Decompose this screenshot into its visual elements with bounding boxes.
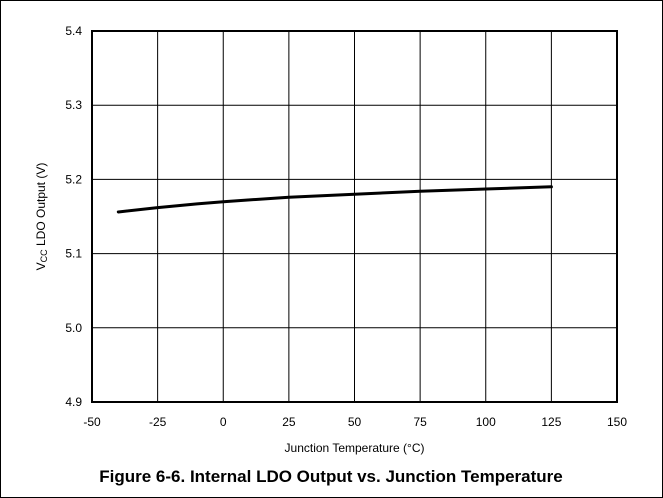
y-tick-label: 5.1 [65,247,82,261]
x-tick-label: 75 [413,415,427,429]
grid [92,31,617,402]
x-tick-label: -25 [149,415,167,429]
x-tick-label: 0 [220,415,227,429]
y-tick-label: 5.2 [65,172,82,186]
y-tick-label: 5.0 [65,321,82,335]
x-tick-label: -50 [83,415,101,429]
y-axis-title-suffix: LDO Output (V) [34,163,48,250]
x-tick-label: 100 [476,415,496,429]
x-tick-label: 125 [541,415,561,429]
series-line [116,185,553,214]
y-tick-label: 4.9 [65,395,82,409]
y-axis-title-subscript: CC [39,249,49,262]
y-axis-title: VCC LDO Output (V) [34,163,49,271]
x-tick-label: 150 [607,415,627,429]
x-tick-label: 50 [348,415,362,429]
plot-area [91,30,618,403]
figure-caption: Figure 6-6. Internal LDO Output vs. Junc… [99,467,562,486]
y-tick-label: 5.3 [65,98,82,112]
x-tick-labels: -50 -25 0 25 50 75 100 125 150 [83,415,627,429]
y-tick-label: 5.4 [65,24,82,38]
y-axis-title-prefix: V [34,262,48,270]
x-axis-title: Junction Temperature (°C) [285,441,425,455]
series-layer [116,185,553,214]
x-tick-label: 25 [282,415,296,429]
y-tick-labels: 4.9 5.0 5.1 5.2 5.3 5.4 [65,24,82,409]
